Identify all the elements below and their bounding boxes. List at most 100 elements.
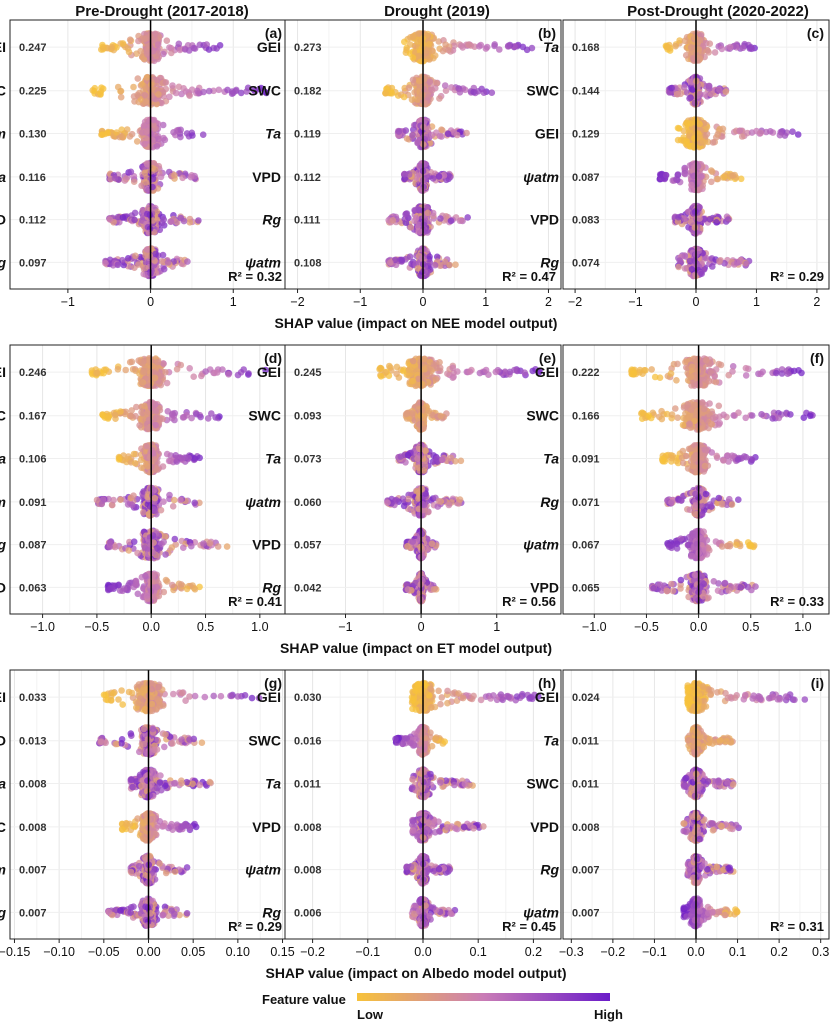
shap-point [436, 132, 444, 140]
shap-point [180, 217, 188, 225]
shap-point [191, 45, 199, 52]
shap-point [674, 90, 681, 98]
shap-point [139, 368, 147, 376]
shap-point [125, 48, 133, 56]
x-tick-label: −1 [353, 295, 367, 309]
shap-point [406, 41, 414, 48]
feature-label: VPD [252, 169, 281, 185]
shap-point [483, 43, 491, 51]
panel-tag: (c) [807, 25, 824, 41]
shap-point [180, 413, 188, 421]
shap-point [401, 170, 408, 178]
shap-point [169, 503, 177, 510]
shap-point [436, 95, 443, 102]
shap-point [160, 360, 167, 368]
feature-label: VPD [530, 212, 559, 228]
shap-point [402, 127, 410, 134]
importance-label: 0.168 [572, 42, 600, 54]
x-tick-label: −2 [568, 295, 582, 309]
shap-point [456, 217, 464, 225]
shap-point [716, 257, 723, 265]
shap-point [133, 403, 140, 411]
shap-point [416, 228, 423, 235]
feature-label: SWC [0, 408, 6, 424]
shap-point [172, 89, 180, 97]
shap-point [463, 129, 470, 137]
shap-point [102, 259, 109, 267]
shap-point [130, 450, 138, 458]
shap-point [126, 36, 134, 43]
shap-point [159, 121, 167, 129]
shap-point [150, 204, 157, 212]
shap-point [127, 168, 135, 176]
shap-point [161, 136, 169, 144]
shap-point [441, 82, 449, 89]
column-title-drought: Drought (2019) [384, 3, 490, 20]
shap-point [219, 366, 226, 373]
shap-point [243, 88, 250, 95]
shap-point [709, 139, 717, 146]
shap-point [114, 83, 122, 91]
shap-point [696, 90, 704, 98]
shap-point [154, 41, 162, 48]
feature-label: GEI [0, 364, 6, 380]
shap-point [425, 41, 433, 48]
shap-point [141, 140, 148, 148]
shap-point [746, 44, 754, 51]
r2-label: R² = 0.29 [770, 269, 824, 284]
shap-point [245, 371, 252, 378]
shap-point [229, 89, 237, 97]
shap-point [237, 89, 245, 97]
feature-label: VPD [0, 212, 6, 228]
shap-point [414, 265, 422, 272]
column-title-pre-drought: Pre-Drought (2017-2018) [75, 3, 248, 20]
shap-point [141, 169, 149, 177]
importance-label: 0.108 [294, 257, 322, 269]
shap-point [726, 43, 734, 51]
shap-point [186, 92, 193, 99]
shap-point [709, 263, 716, 270]
shap-point [151, 374, 159, 382]
shap-point [696, 215, 703, 222]
shap-point [428, 131, 436, 139]
shap-point [447, 217, 455, 225]
shap-point [173, 365, 181, 373]
shap-point [720, 173, 728, 181]
shap-point [387, 259, 394, 266]
shap-point [491, 42, 498, 50]
shap-point [177, 496, 184, 504]
shap-point [528, 44, 536, 52]
shap-point [98, 500, 106, 508]
shap-point [691, 224, 699, 231]
x-tick-label: −1 [61, 295, 75, 309]
shap-point [707, 167, 715, 174]
shap-point [480, 89, 488, 96]
shap-point [148, 362, 156, 370]
shap-point [398, 256, 406, 264]
shap-point [141, 35, 149, 43]
shap-point [104, 129, 111, 137]
r2-label: R² = 0.47 [502, 269, 556, 284]
shap-point [205, 87, 213, 95]
feature-label: GEI [257, 39, 281, 55]
shap-point [714, 175, 722, 183]
shap-point [190, 373, 197, 381]
shap-point [131, 209, 139, 217]
shap-point [686, 95, 693, 102]
shap-point [160, 265, 168, 273]
importance-label: 0.112 [294, 172, 321, 184]
feature-label: ψatm [245, 254, 281, 270]
shap-point [456, 89, 464, 96]
shap-point [676, 125, 683, 132]
shap-point [681, 252, 688, 259]
shap-point [401, 38, 408, 46]
shap-point [143, 74, 151, 81]
importance-label: 0.119 [294, 129, 321, 141]
shap-point [177, 126, 184, 134]
shap-point [133, 138, 141, 145]
shap-point [153, 143, 161, 150]
shap-point [711, 49, 719, 56]
shap-point [200, 88, 207, 96]
